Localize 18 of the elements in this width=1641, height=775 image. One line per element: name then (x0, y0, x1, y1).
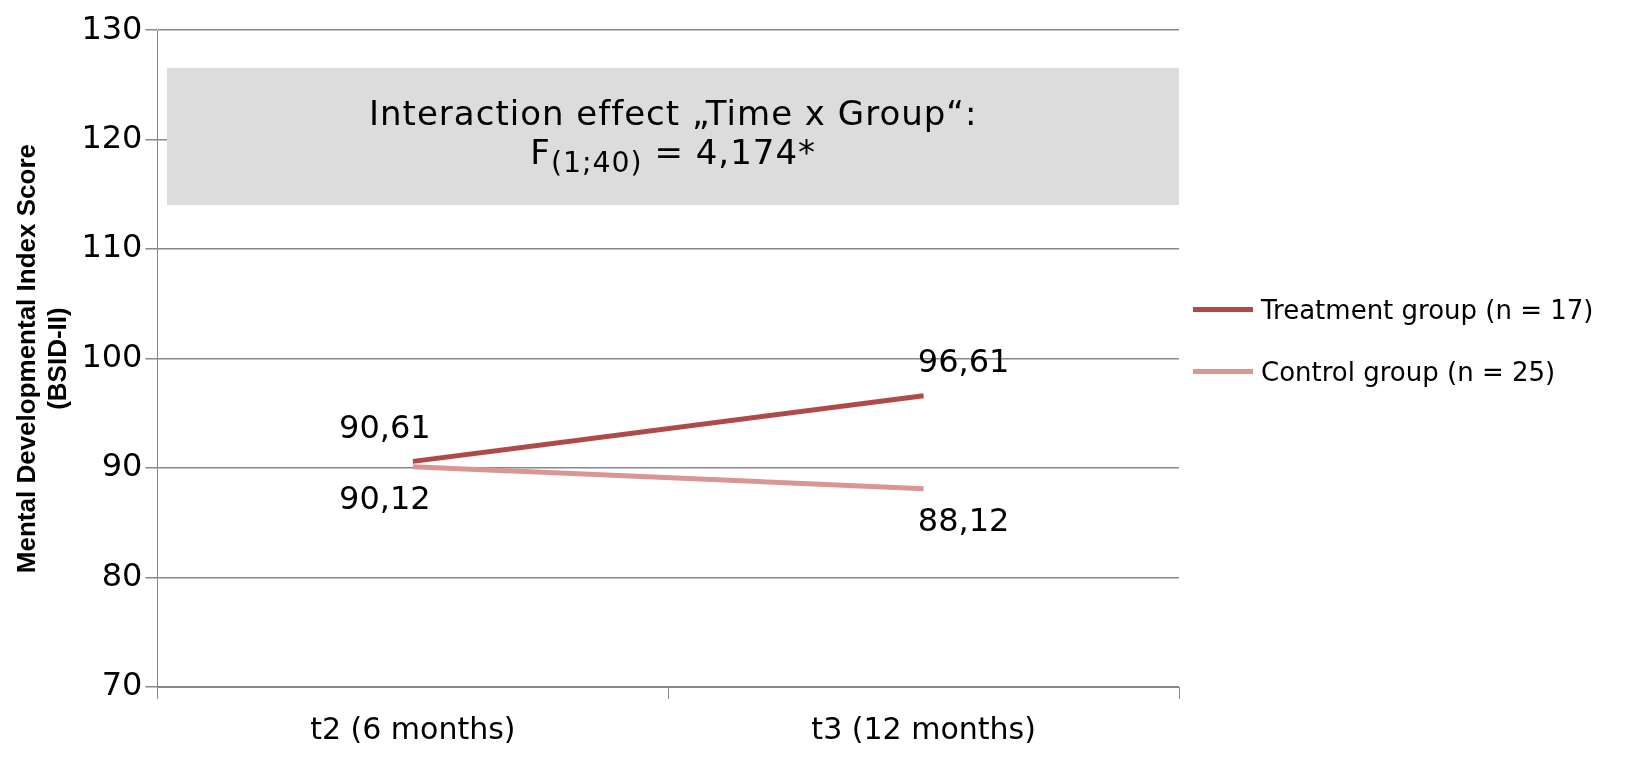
data-label: 90,61 (339, 407, 431, 446)
y-tick-label: 120 (81, 117, 143, 156)
legend-label: Control group (n = 25) (1261, 356, 1556, 387)
legend-label: Treatment group (n = 17) (1261, 294, 1594, 325)
y-tick-label: 70 (101, 665, 143, 704)
x-tick-label: t2 (6 months) (310, 710, 516, 746)
x-tick-label: t3 (12 months) (811, 710, 1036, 746)
y-tick-label: 110 (81, 227, 143, 266)
y-tick-label: 100 (81, 336, 143, 375)
data-label: 96,61 (917, 342, 1010, 381)
note-box: Interaction effect „Time x Group“: F$_{(1;40)}$ = 4,174* (167, 68, 1179, 205)
data-label: 90,12 (339, 479, 431, 518)
y-tick-label: 90 (101, 446, 143, 485)
y-tick-label: 130 (81, 8, 143, 47)
y-axis-title: Mental Developmental Index Score (BSID-II) (10, 144, 72, 574)
data-label: 88,12 (917, 500, 1010, 539)
y-tick-label: 80 (101, 555, 143, 594)
annotation: Interaction effect „Time x Group“: F$_{(1;40)}$ = 4,174* (368, 92, 979, 180)
